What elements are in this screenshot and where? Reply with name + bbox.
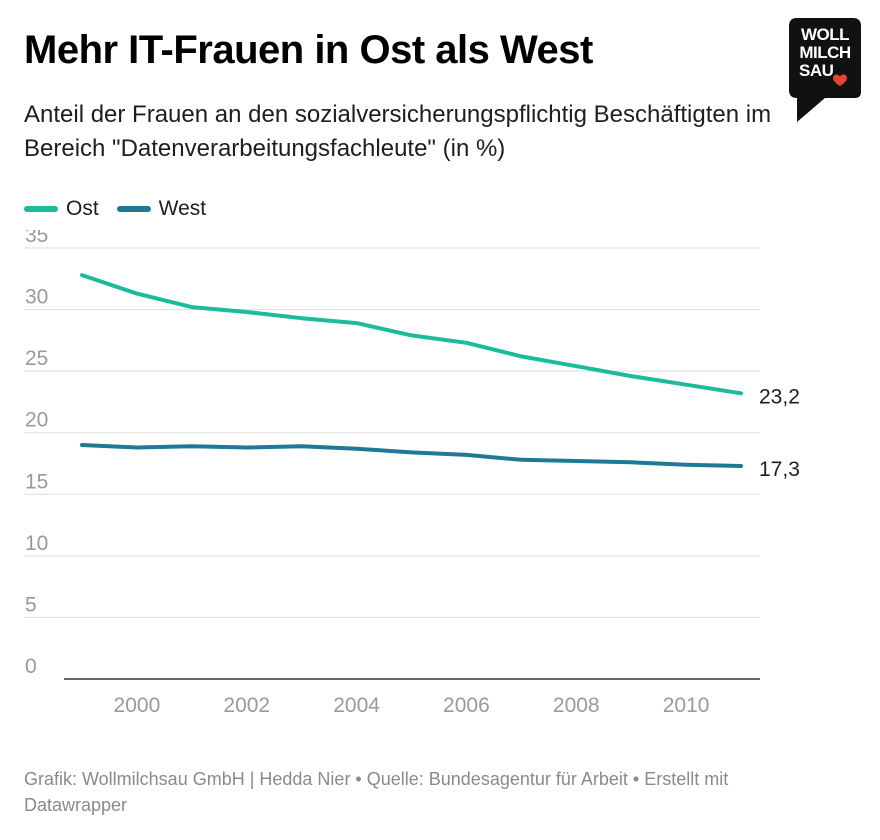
y-tick-label-0: 0 xyxy=(25,655,37,678)
legend-label-ost: Ost xyxy=(66,197,99,220)
y-tick-label-5: 5 xyxy=(25,593,37,616)
x-tick-label-2010: 2010 xyxy=(663,694,710,717)
x-tick-label-2008: 2008 xyxy=(553,694,600,717)
legend-swatch-ost xyxy=(24,206,58,212)
y-tick-label-35: 35 xyxy=(25,230,48,247)
chart-title: Mehr IT-Frauen in Ost als West xyxy=(24,28,593,72)
x-tick-label-2006: 2006 xyxy=(443,694,490,717)
logo-line-3: SAU xyxy=(799,61,834,80)
series-line-ost xyxy=(80,273,743,396)
logo-line-2: MILCH xyxy=(799,43,851,62)
logo-line-1: WOLL xyxy=(800,25,850,44)
legend-item-ost: Ost xyxy=(24,197,99,221)
legend-label-west: West xyxy=(158,197,207,220)
y-tick-label-10: 10 xyxy=(25,532,48,555)
wollmilchsau-logo: WOLL MILCH SAU xyxy=(789,18,861,122)
series-line-west xyxy=(80,443,743,468)
end-label-ost: 23,2 xyxy=(759,385,800,408)
y-tick-label-25: 25 xyxy=(25,347,48,370)
logo-badge-shape xyxy=(789,18,861,122)
y-tick-label-15: 15 xyxy=(25,470,48,493)
legend-item-west: West xyxy=(116,197,207,221)
end-label-west: 17,3 xyxy=(759,458,800,481)
chart-footer: Grafik: Wollmilchsau GmbH | Hedda Nier •… xyxy=(24,769,729,815)
heart-icon xyxy=(833,74,847,86)
y-tick-label-30: 30 xyxy=(25,286,48,309)
x-tick-label-2002: 2002 xyxy=(223,694,270,717)
x-tick-label-2000: 2000 xyxy=(114,694,161,717)
line-chart: 0 5 10 15 20 25 30 35 2000 2002 2004 2006 2008 2010 23… xyxy=(24,230,800,717)
x-tick-label-2004: 2004 xyxy=(333,694,380,717)
legend-swatch-west xyxy=(116,206,151,212)
chart-subtitle: Anteil der Frauen an den sozialversicher… xyxy=(24,101,772,162)
y-tick-label-20: 20 xyxy=(25,409,48,432)
chart-legend: Ost West xyxy=(24,196,224,222)
